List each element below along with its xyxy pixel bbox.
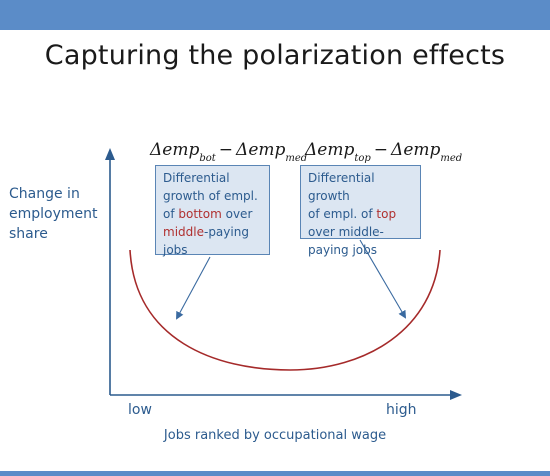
callout-line: growth of empl. (163, 189, 258, 203)
callout-line: Differential growth (308, 171, 375, 203)
left-formula: Δempbot − Δempmed (150, 140, 307, 164)
callout-line: jobs (163, 243, 188, 257)
callout-line: middle-paying (163, 223, 262, 241)
callout-line: of bottom over (163, 205, 262, 223)
left-callout-arrow (176, 256, 211, 320)
highlight-bottom: bottom (178, 207, 222, 221)
y-axis-label-line: Change in (9, 186, 80, 202)
highlight-middle: middle (163, 225, 204, 239)
footer-bar (0, 471, 550, 476)
callout-line: paying jobs (308, 243, 377, 257)
right-callout-arrow (359, 239, 407, 319)
callout-text: over (221, 207, 253, 221)
formula-term: Δemp (150, 140, 200, 160)
top-vs-middle-callout: Differential growth of empl. of top over… (300, 165, 421, 257)
y-axis-label-line: share (9, 226, 48, 242)
callout-text: of empl. of (308, 207, 377, 221)
x-tick-high: high (386, 402, 417, 418)
y-axis-label: Change in employment share (9, 184, 109, 244)
x-tick-low: low (128, 402, 152, 418)
x-axis-label: Jobs ranked by occupational wage (163, 428, 387, 443)
callout-text: of (163, 207, 179, 221)
y-axis-label-line: employment (9, 206, 98, 222)
x-axis-arrow-icon (450, 390, 462, 400)
callout-line: of empl. of top (308, 205, 413, 223)
polarization-curve (129, 249, 441, 371)
formula-subscript: med (440, 153, 463, 164)
highlight-top: top (376, 207, 397, 221)
right-formula: Δemptop − Δempmed (305, 140, 462, 164)
callout-line: Differential (163, 171, 230, 185)
header-bar (0, 0, 550, 30)
callout-line: over middle- (308, 225, 384, 239)
formula-subscript: med (285, 153, 308, 164)
formula-term: Δemp (305, 140, 355, 160)
slide-title: Capturing the polarization effects (44, 40, 506, 71)
formula-subscript: bot (199, 153, 216, 164)
formula-operator: − (218, 140, 234, 160)
formula-operator: − (373, 140, 389, 160)
formula-term: Δemp (236, 140, 286, 160)
callout-text: -paying (203, 225, 249, 239)
bottom-vs-middle-callout: Differential growth of empl. of bottom o… (155, 165, 270, 257)
formula-term: Δemp (391, 140, 441, 160)
y-axis-arrow-icon (105, 148, 115, 160)
formula-subscript: top (354, 153, 371, 164)
